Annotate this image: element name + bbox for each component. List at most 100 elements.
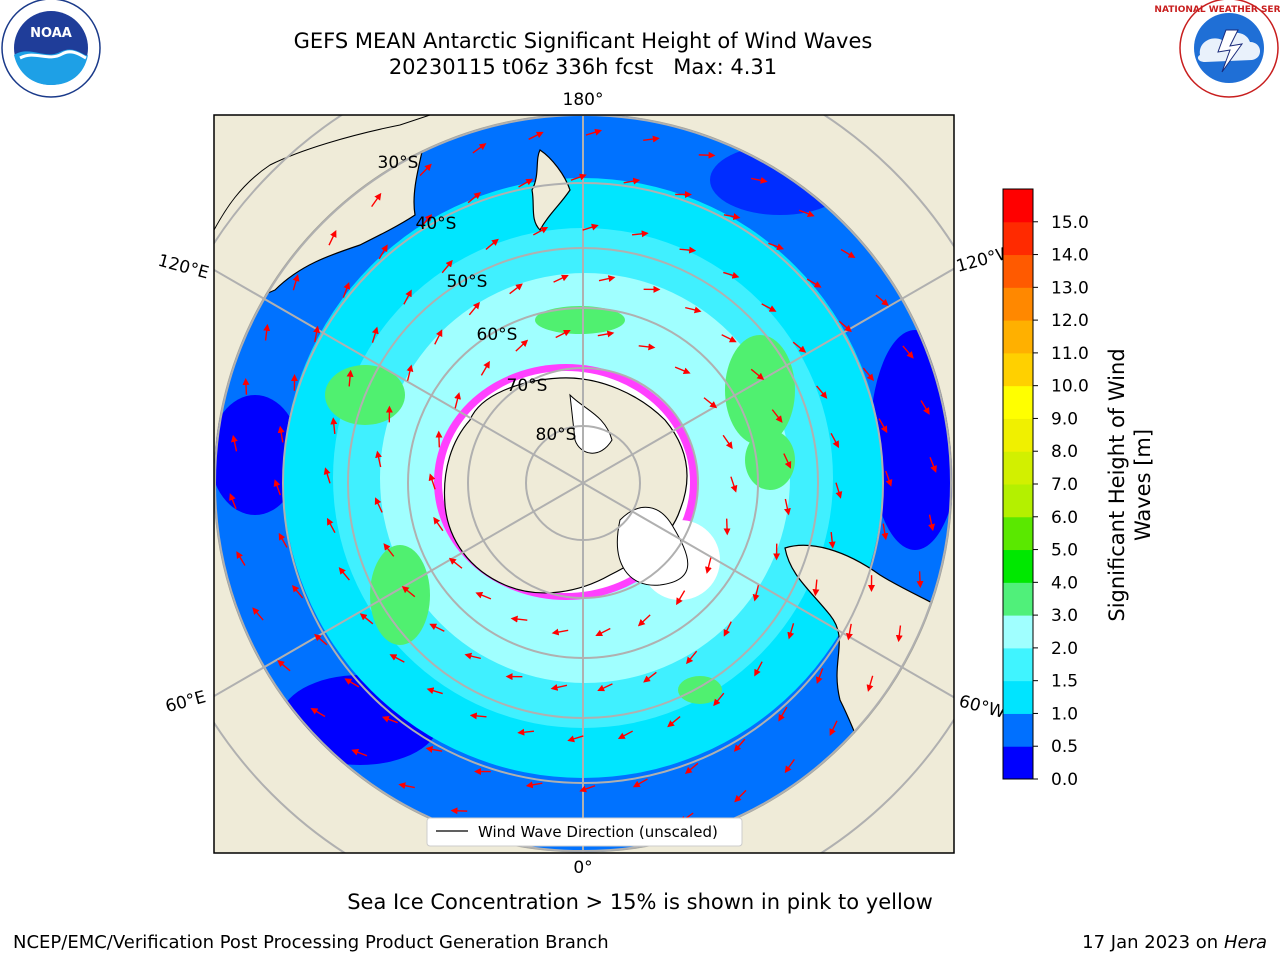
wind-wave-arrow <box>838 320 852 333</box>
colorbar-segment <box>1003 189 1033 223</box>
wind-wave-arrow <box>342 281 351 298</box>
wind-wave-arrow <box>705 557 712 574</box>
colorbar-tick-label: 1.5 <box>1051 672 1078 692</box>
wind-wave-arrow <box>685 306 702 314</box>
wind-wave-arrow <box>434 329 443 345</box>
colorbar-tick-label: 13.0 <box>1051 278 1089 298</box>
graticule <box>214 115 954 853</box>
wind-wave-arrow <box>928 514 935 532</box>
wind-wave-arrow <box>371 192 382 208</box>
wind-wave-arrow <box>723 621 732 637</box>
colorbar-tick-label: 8.0 <box>1051 442 1078 462</box>
wind-wave-arrow <box>381 715 398 724</box>
wind-wave-arrow <box>277 660 291 672</box>
wind-wave-arrow <box>517 728 535 736</box>
wind-wave-arrow <box>510 615 528 623</box>
colorbar-tick-label: 4.0 <box>1051 573 1078 593</box>
wind-wave-arrow <box>231 434 238 452</box>
noaa-logo: NOAA <box>1 0 101 98</box>
wind-wave-arrow <box>830 433 840 449</box>
wind-wave-arrow <box>686 650 698 665</box>
wind-wave-arrow <box>525 781 543 789</box>
wind-wave-arrow <box>485 238 499 250</box>
wind-wave-arrow <box>346 369 354 387</box>
nws-ring-text: NATIONAL WEATHER SERVICE <box>1154 5 1280 15</box>
colorbar-tick-label: 14.0 <box>1051 246 1089 266</box>
wind-wave-arrow <box>723 213 741 221</box>
wind-wave-arrow <box>722 434 733 450</box>
credit-date: 17 Jan 2023 on Hera <box>1082 932 1267 953</box>
wind-wave-arrow <box>916 571 924 589</box>
wind-wave-arrow <box>480 360 490 376</box>
wind-wave-arrow <box>679 246 697 254</box>
wind-wave-arrow <box>518 178 534 188</box>
wind-wave-arrow <box>406 364 414 381</box>
colorbar-segment <box>1003 451 1033 485</box>
wind-wave-arrow <box>866 675 874 692</box>
wind-wave-arrow <box>862 367 875 382</box>
colorbar-tick-label: 0.0 <box>1051 770 1078 790</box>
wind-wave-arrow <box>310 707 326 718</box>
credit-host: Hera <box>1223 932 1267 953</box>
lon-label-60e: 60°E <box>163 687 208 717</box>
wind-wave-arrow <box>371 326 379 343</box>
wind-wave-arrow <box>314 633 328 646</box>
wind-wave-arrow <box>881 523 889 541</box>
wind-wave-arrow <box>787 623 795 640</box>
colorbar-tick-label: 3.0 <box>1051 606 1078 626</box>
lon-label-60w: 60°W <box>957 692 1008 724</box>
wind-wave-arrow <box>291 584 304 599</box>
wind-wave-arrow <box>338 567 350 581</box>
wind-wave-arrow <box>550 683 568 691</box>
lat-label-70s: 70°S <box>507 376 548 396</box>
wind-wave-arrow <box>751 176 768 184</box>
credit-date-text: 17 Jan 2023 on <box>1082 932 1224 953</box>
wind-wave-arrow <box>468 301 480 316</box>
wind-wave-arrow <box>815 668 824 685</box>
wind-wave-arrow <box>464 652 481 660</box>
colorbar-tick-label: 6.0 <box>1051 508 1078 528</box>
wind-wave-arrow <box>472 143 487 154</box>
wind-wave-arrow <box>351 748 368 757</box>
colorbar-segment <box>1003 418 1033 452</box>
wind-wave-arrow <box>579 785 596 793</box>
colorbar-tick-label: 10.0 <box>1051 377 1089 397</box>
wind-wave-arrow <box>551 628 569 636</box>
noaa-logo-text: NOAA <box>30 26 72 41</box>
wind-wave-arrow <box>277 425 285 443</box>
colorbar-segment <box>1003 320 1033 354</box>
wind-wave-arrow <box>750 368 765 380</box>
colorbar-tick-label: 15.0 <box>1051 213 1089 233</box>
wind-wave-arrow <box>570 173 587 181</box>
wind-wave-arrow <box>798 209 815 218</box>
wind-wave-arrow <box>723 271 740 279</box>
wind-wave-arrow <box>920 400 930 415</box>
wind-wave-arrow <box>553 274 569 283</box>
wind-wave-arrow <box>263 323 271 341</box>
wind-wave-arrows <box>229 128 937 838</box>
wind-wave-arrow <box>229 493 237 510</box>
wind-wave-arrow <box>667 716 681 728</box>
colorbar-tick-label: 12.0 <box>1051 311 1089 331</box>
wind-wave-arrow <box>555 329 571 339</box>
wind-wave-arrow <box>754 661 763 677</box>
wind-wave-arrow <box>597 683 613 692</box>
wind-wave-arrow <box>328 230 337 246</box>
wind-wave-arrow <box>273 479 281 496</box>
wind-wave-arrow <box>674 366 691 375</box>
new-zealand-landmass <box>531 149 571 231</box>
wind-wave-arrow <box>713 692 725 707</box>
chart-title-line1: GEFS MEAN Antarctic Significant Height o… <box>293 29 873 53</box>
legend-label: Wind Wave Direction (unscaled) <box>478 823 718 841</box>
wind-wave-arrow <box>425 745 443 753</box>
wind-wave-arrow <box>509 283 523 295</box>
wind-wave-arrow <box>420 214 433 228</box>
wind-wave-arrow <box>835 482 843 499</box>
wind-wave-arrow <box>792 341 807 353</box>
wind-wave-arrow <box>330 417 338 435</box>
colorbar-segment <box>1003 647 1033 682</box>
lat-label-40s: 40°S <box>416 214 457 234</box>
map-panel: Wind Wave Direction (unscaled) <box>214 115 954 853</box>
colorbar-segment <box>1003 680 1033 714</box>
